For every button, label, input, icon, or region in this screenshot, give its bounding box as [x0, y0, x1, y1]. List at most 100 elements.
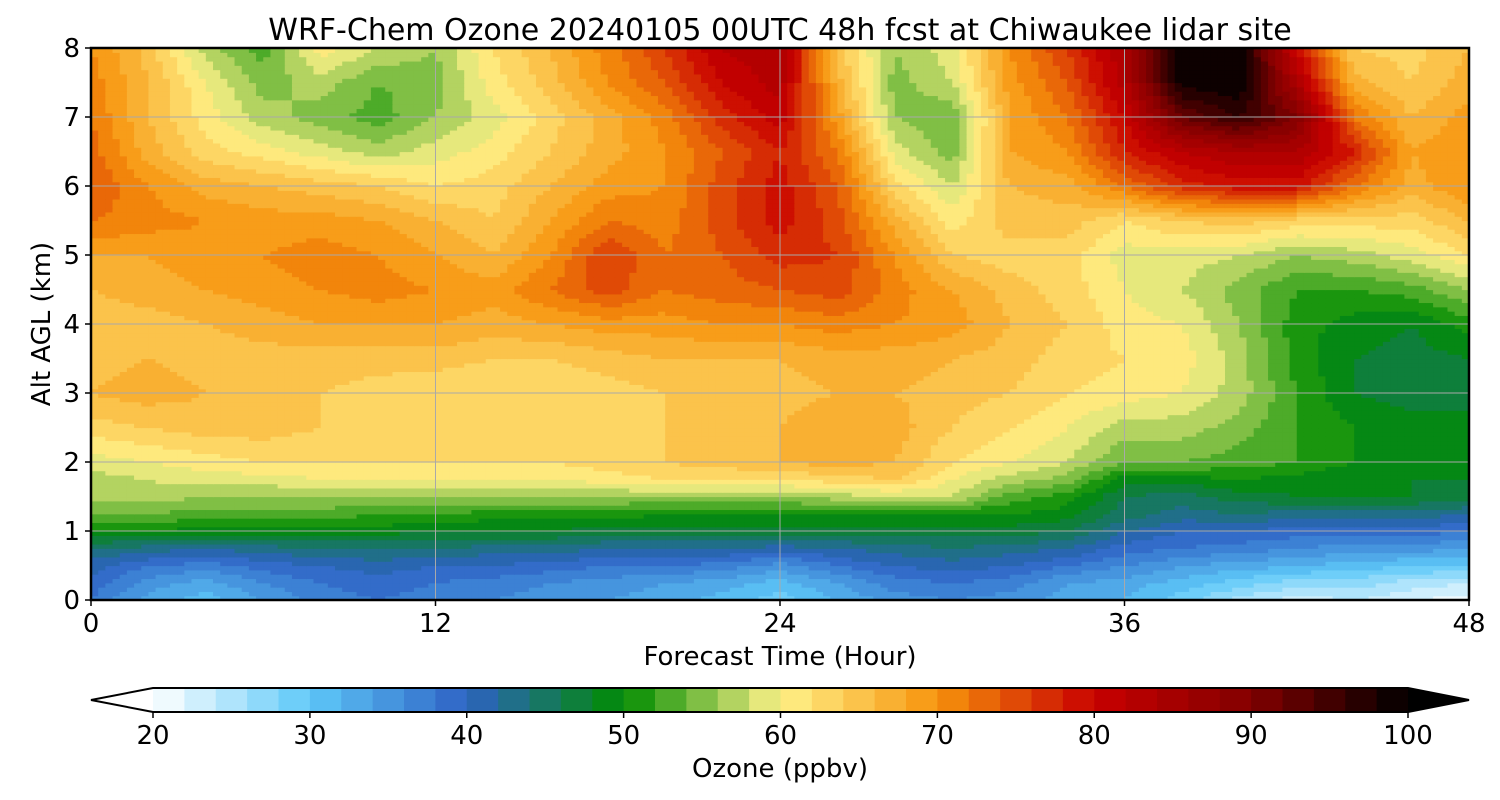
heatmap-cell — [916, 566, 924, 571]
heatmap-cell — [880, 587, 888, 592]
heatmap-cell — [938, 591, 946, 596]
heatmap-cell — [392, 540, 400, 545]
heatmap-cell — [845, 561, 853, 566]
heatmap-cell — [392, 591, 400, 596]
heatmap-cell — [1361, 591, 1369, 596]
heatmap-cell — [1340, 566, 1348, 571]
heatmap-cell — [1376, 544, 1384, 549]
heatmap-cell — [723, 548, 731, 553]
heatmap-cell — [1383, 566, 1391, 571]
heatmap-cell — [493, 570, 501, 575]
heatmap-cell — [392, 553, 400, 558]
heatmap-cell — [1397, 587, 1405, 592]
heatmap-cell — [888, 531, 896, 536]
heatmap-cell — [392, 548, 400, 553]
heatmap-cell — [938, 578, 946, 583]
heatmap-cell — [974, 583, 982, 588]
heatmap-cell — [1096, 566, 1104, 571]
heatmap-cell — [471, 531, 479, 536]
heatmap-cell — [1074, 591, 1082, 596]
heatmap-cell — [672, 544, 680, 549]
heatmap-cell — [1182, 591, 1190, 596]
heatmap-cell — [1254, 557, 1262, 562]
heatmap-cell — [105, 587, 113, 592]
heatmap-cell — [888, 544, 896, 549]
heatmap-cell — [988, 578, 996, 583]
heatmap-cell — [1017, 574, 1025, 579]
heatmap-cell — [680, 531, 688, 536]
heatmap-cell — [1024, 570, 1032, 575]
heatmap-cell — [737, 553, 745, 558]
heatmap-cell — [242, 548, 250, 553]
heatmap-cell — [945, 583, 953, 588]
heatmap-cell — [880, 535, 888, 540]
heatmap-cell — [292, 574, 300, 579]
heatmap-cell — [565, 583, 573, 588]
heatmap-cell — [1261, 561, 1269, 566]
heatmap-cell — [558, 574, 566, 579]
heatmap-cell — [1340, 587, 1348, 592]
heatmap-cell — [500, 531, 508, 536]
heatmap-cell — [371, 566, 379, 571]
heatmap-cell — [1225, 578, 1233, 583]
heatmap-cell — [931, 583, 939, 588]
heatmap-cell — [306, 566, 314, 571]
heatmap-cell — [1297, 535, 1305, 540]
heatmap-cell — [1376, 574, 1384, 579]
heatmap-cell — [823, 535, 831, 540]
heatmap-cell — [995, 570, 1003, 575]
heatmap-cell — [787, 540, 795, 545]
heatmap-cell — [1146, 540, 1154, 545]
heatmap-cell — [105, 591, 113, 596]
heatmap-cell — [184, 535, 192, 540]
heatmap-cell — [558, 553, 566, 558]
heatmap-cell — [1347, 531, 1355, 536]
heatmap-cell — [1182, 557, 1190, 562]
heatmap-cell — [450, 557, 458, 562]
heatmap-cell — [1225, 570, 1233, 575]
heatmap-cell — [285, 544, 293, 549]
heatmap-cell — [156, 553, 164, 558]
heatmap-cell — [816, 561, 824, 566]
heatmap-cell — [378, 578, 386, 583]
heatmap-cell — [1290, 553, 1298, 558]
heatmap-cell — [1096, 591, 1104, 596]
heatmap-cell — [1146, 544, 1154, 549]
heatmap-cell — [1146, 535, 1154, 540]
heatmap-cell — [242, 583, 250, 588]
heatmap-cell — [1081, 574, 1089, 579]
heatmap-cell — [1117, 578, 1125, 583]
heatmap-cell — [773, 548, 781, 553]
heatmap-cell — [995, 553, 1003, 558]
heatmap-cell — [529, 561, 537, 566]
heatmap-cell — [593, 578, 601, 583]
heatmap-cell — [421, 544, 429, 549]
heatmap-cell — [802, 561, 810, 566]
heatmap-cell — [1168, 553, 1176, 558]
heatmap-cell — [880, 578, 888, 583]
heatmap-cell — [450, 561, 458, 566]
heatmap-cell — [199, 574, 207, 579]
heatmap-cell — [1254, 535, 1262, 540]
heatmap-cell — [1290, 570, 1298, 575]
heatmap-cell — [1247, 535, 1255, 540]
heatmap-cell — [995, 561, 1003, 566]
heatmap-cell — [428, 583, 436, 588]
heatmap-cell — [773, 544, 781, 549]
heatmap-cell — [1132, 583, 1140, 588]
heatmap-cell — [471, 566, 479, 571]
heatmap-cell — [400, 553, 408, 558]
heatmap-cell — [1081, 557, 1089, 562]
heatmap-cell — [981, 531, 989, 536]
heatmap-cell — [1196, 583, 1204, 588]
heatmap-cell — [127, 570, 135, 575]
heatmap-cell — [1440, 548, 1448, 553]
heatmap-cell — [931, 566, 939, 571]
heatmap-cell — [816, 531, 824, 536]
heatmap-cell — [321, 535, 329, 540]
heatmap-cell — [1146, 583, 1154, 588]
heatmap-cell — [1440, 535, 1448, 540]
heatmap-cell — [1455, 531, 1463, 536]
heatmap-cell — [1340, 544, 1348, 549]
heatmap-cell — [249, 553, 257, 558]
